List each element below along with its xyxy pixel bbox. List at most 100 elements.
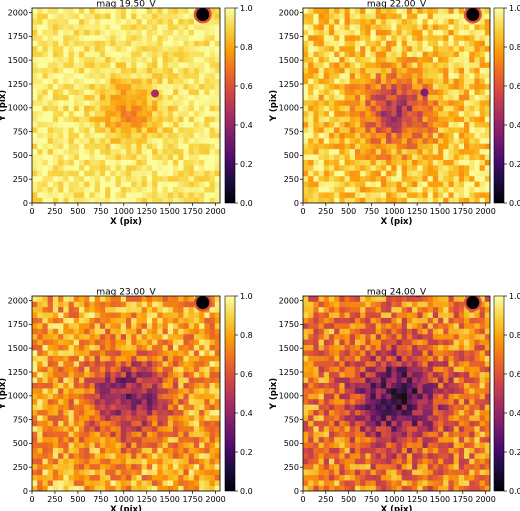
heatmap-cell [193, 339, 200, 346]
heatmap-cell [214, 181, 220, 188]
heatmap-cell [401, 333, 408, 340]
heatmap-cell [105, 186, 111, 193]
heatmap-cell [178, 18, 184, 25]
heatmap-cell [146, 474, 153, 481]
heatmap-cell [42, 442, 48, 448]
heatmap-cell [365, 409, 371, 416]
heatmap-cell [131, 175, 137, 182]
heatmap-cell [162, 312, 169, 318]
heatmap-cell [162, 105, 169, 112]
heatmap-cell [360, 78, 366, 85]
heatmap-cell [334, 382, 340, 389]
heatmap-cell [391, 154, 397, 160]
heatmap-cell [354, 415, 361, 421]
heatmap-cell [105, 127, 111, 133]
heatmap-cell [79, 121, 85, 128]
heatmap-cell [37, 165, 43, 171]
heatmap-cell [464, 121, 470, 128]
heatmap-cell [360, 143, 366, 150]
heatmap-cell [417, 105, 423, 112]
heatmap-cell [323, 301, 330, 308]
heatmap-cell [401, 409, 408, 416]
heatmap-cell [417, 148, 423, 155]
heatmap-cell [42, 453, 48, 459]
heatmap-cell [432, 388, 439, 394]
heatmap-cell [308, 333, 314, 340]
heatmap-cell [422, 56, 428, 63]
heatmap-cell [422, 474, 428, 481]
heatmap-cell [120, 328, 127, 335]
heatmap-cell [214, 175, 220, 182]
heatmap-cell [303, 56, 309, 63]
heatmap-cell [339, 480, 345, 486]
heatmap-cell [63, 148, 69, 155]
heatmap-cell [344, 426, 351, 432]
heatmap-cell [199, 165, 205, 171]
heatmap-cell [386, 35, 392, 41]
heatmap-cell [204, 100, 210, 106]
heatmap-cell [380, 18, 387, 25]
heatmap-cell [188, 333, 195, 340]
heatmap-cell [141, 436, 148, 443]
heatmap-cell [323, 371, 330, 378]
heatmap-cell [318, 78, 325, 85]
heatmap-cell [73, 100, 80, 106]
heatmap-cell [386, 56, 392, 63]
heatmap-cell [120, 388, 127, 394]
heatmap-cell [375, 317, 382, 324]
heatmap-cell [469, 159, 475, 166]
heatmap-cell [370, 51, 377, 58]
heatmap-cell [303, 40, 309, 47]
heatmap-cell [120, 453, 127, 459]
heatmap-cell [380, 474, 387, 481]
heatmap-cell [199, 105, 205, 112]
heatmap-cell [396, 132, 402, 139]
heatmap-cell [443, 29, 449, 36]
heatmap-cell [79, 458, 85, 465]
heatmap-cell [464, 181, 470, 188]
heatmap-cell [328, 51, 335, 58]
heatmap-cell [79, 78, 85, 85]
heatmap-cell [173, 485, 179, 491]
x-tick-label: 1000 [114, 207, 134, 216]
heatmap-cell [375, 67, 382, 74]
heatmap-cell [417, 442, 423, 448]
heatmap-cell [386, 138, 392, 144]
heatmap-cell [375, 323, 382, 329]
colorbar-tick-label: 0.0 [509, 199, 520, 208]
heatmap-cell [354, 56, 361, 63]
heatmap-cell [313, 73, 319, 79]
heatmap-cell [375, 355, 382, 362]
heatmap-cell [173, 426, 179, 432]
heatmap-cell [422, 132, 428, 139]
heatmap-cell [42, 62, 48, 68]
heatmap-cell [183, 426, 189, 432]
heatmap-cell [365, 296, 371, 302]
heatmap-cell [146, 312, 153, 318]
heatmap-cell [323, 154, 330, 160]
heatmap-cell [214, 110, 220, 117]
heatmap-cell [474, 73, 480, 79]
heatmap-cell [334, 40, 340, 47]
heatmap-cell [360, 361, 366, 367]
heatmap-cell [422, 116, 428, 123]
heatmap-cell [406, 442, 413, 448]
heatmap-cell [412, 159, 418, 166]
heatmap-cell [52, 29, 59, 36]
heatmap-cell [105, 89, 111, 95]
heatmap-cell [126, 192, 132, 198]
heatmap-cell [131, 328, 137, 335]
heatmap-cell [79, 436, 85, 443]
heatmap-cell [120, 143, 127, 150]
heatmap-cell [136, 339, 142, 346]
heatmap-cell [318, 175, 325, 182]
heatmap-cell [412, 339, 418, 346]
heatmap-cell [162, 13, 169, 20]
heatmap-cell [79, 148, 85, 155]
heatmap-cell [412, 453, 418, 459]
heatmap-cell [334, 404, 340, 411]
heatmap-cell [199, 197, 205, 203]
heatmap-cell [131, 323, 137, 329]
heatmap-cell [89, 192, 95, 198]
heatmap-cell [308, 317, 314, 324]
